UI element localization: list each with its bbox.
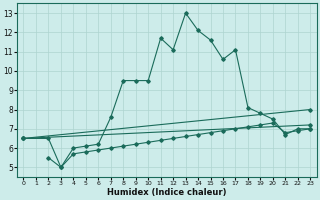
X-axis label: Humidex (Indice chaleur): Humidex (Indice chaleur) bbox=[107, 188, 227, 197]
